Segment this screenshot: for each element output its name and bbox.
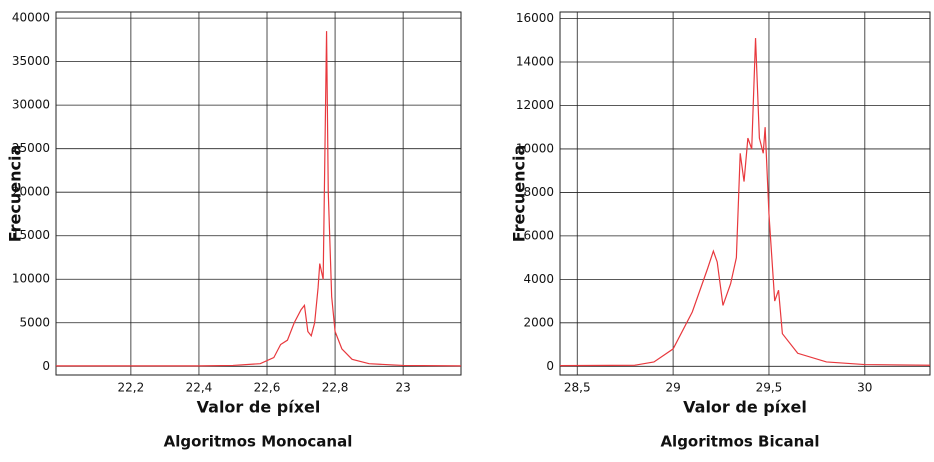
y-tick-label: 8000 — [523, 185, 554, 199]
x-axis-label: Valor de píxel — [683, 398, 807, 417]
caption: Algoritmos Bicanal — [660, 433, 819, 451]
y-tick-label: 10000 — [12, 272, 50, 286]
x-tick-label: 22,8 — [322, 381, 349, 395]
x-tick-label: 28,5 — [564, 381, 591, 395]
y-tick-label: 15000 — [12, 228, 50, 242]
y-tick-label: 20000 — [12, 185, 50, 199]
y-tick-label: 0 — [42, 359, 50, 373]
y-tick-label: 10000 — [516, 141, 554, 155]
y-tick-label: 4000 — [523, 272, 554, 286]
y-axis-label: Frecuencia — [6, 145, 25, 243]
y-tick-label: 2000 — [523, 315, 554, 329]
data-line — [559, 38, 931, 367]
x-tick-label: 30 — [857, 381, 872, 395]
y-tick-label: 0 — [546, 359, 554, 373]
plot-area — [559, 11, 931, 376]
x-tick-label: 22,2 — [118, 381, 145, 395]
y-tick-label: 25000 — [12, 141, 50, 155]
x-tick-label: 23 — [396, 381, 411, 395]
y-tick-label: 30000 — [12, 98, 50, 112]
y-tick-label: 35000 — [12, 54, 50, 68]
y-tick-label: 40000 — [12, 11, 50, 25]
y-tick-label: 12000 — [516, 98, 554, 112]
data-line — [56, 31, 462, 367]
x-axis-label: Valor de píxel — [197, 398, 321, 417]
x-tick-label: 22,6 — [254, 381, 281, 395]
x-tick-label: 22,4 — [186, 381, 213, 395]
y-tick-label: 5000 — [19, 315, 50, 329]
y-tick-label: 14000 — [516, 54, 554, 68]
x-tick-label: 29 — [665, 381, 680, 395]
y-axis-label: Frecuencia — [510, 145, 529, 243]
caption: Algoritmos Monocanal — [164, 433, 353, 451]
plot-area — [55, 11, 462, 376]
x-tick-label: 29,5 — [756, 381, 783, 395]
y-tick-label: 6000 — [523, 228, 554, 242]
y-tick-label: 16000 — [516, 11, 554, 25]
